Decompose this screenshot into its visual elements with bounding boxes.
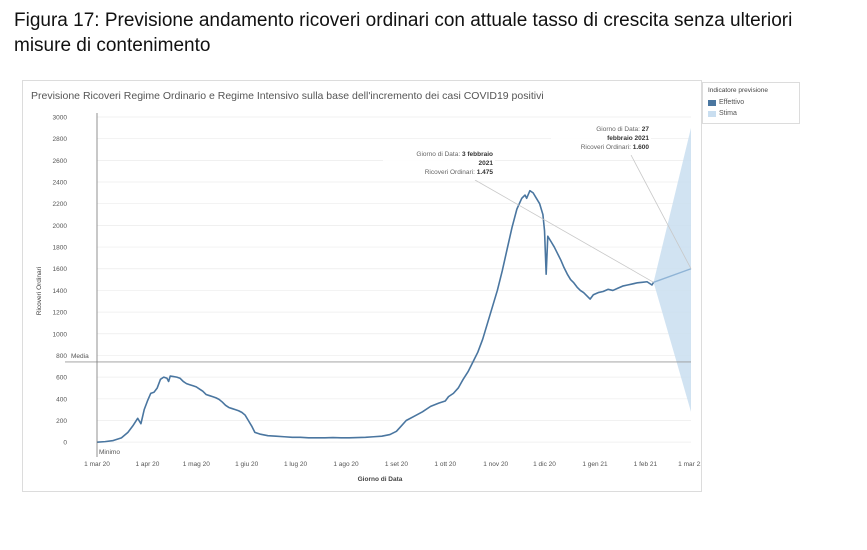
tooltip-line: Giorno di Data: 27 xyxy=(596,126,649,133)
x-axis-label: Giorno di Data xyxy=(358,476,403,483)
min-label: Minimo xyxy=(99,449,120,456)
x-tick-label: 1 mar 20 xyxy=(84,461,110,468)
series-line-stima xyxy=(653,268,692,283)
legend-item-stima[interactable]: Stima xyxy=(708,110,737,117)
y-tick-label: 1800 xyxy=(53,245,68,252)
tooltip-line: febbraio 2021 xyxy=(607,135,649,142)
y-tick-label: 2000 xyxy=(53,223,68,230)
chart-title: Previsione Ricoveri Regime Ordinario e R… xyxy=(31,90,544,102)
x-tick-label: 1 feb 21 xyxy=(634,461,658,468)
y-tick-label: 1400 xyxy=(53,288,68,295)
tooltip-line: Ricoveri Ordinari: 1.475 xyxy=(425,169,494,176)
y-tick-label: 800 xyxy=(56,353,67,360)
x-tick-label: 1 mar 21 xyxy=(678,461,701,468)
y-tick-label: 0 xyxy=(63,440,67,447)
figure-title: Figura 17: Previsione andamento ricoveri… xyxy=(14,10,793,56)
y-tick-label: 2800 xyxy=(53,136,68,143)
legend-item-effettivo[interactable]: Effettivo xyxy=(708,99,744,106)
tooltip-connector xyxy=(474,179,654,283)
x-tick-label: 1 apr 20 xyxy=(136,461,160,468)
tooltip-box xyxy=(551,123,651,155)
legend: Indicatore previsione Effettivo Stima xyxy=(702,82,800,124)
tooltip-line: 2021 xyxy=(479,160,494,167)
reference-lines: Media Minimo xyxy=(65,353,691,456)
y-tick-label: 2400 xyxy=(53,180,68,187)
y-tick-label: 1200 xyxy=(53,310,68,317)
y-tick-label: 2200 xyxy=(53,201,68,208)
tooltips: Giorno di Data: 3 febbraio 2021 Ricoveri O… xyxy=(383,123,692,283)
y-tick-label: 3000 xyxy=(53,115,68,122)
tooltip-box xyxy=(383,148,495,180)
legend-swatch xyxy=(708,99,716,106)
mean-label: Media xyxy=(71,353,89,360)
series-line-effettivo xyxy=(96,189,655,443)
line-chart: Previsione Ricoveri Regime Ordinario e R… xyxy=(31,90,704,483)
x-tick-label: 1 mag 20 xyxy=(183,461,210,468)
y-tick-label: 200 xyxy=(56,418,67,425)
tooltip-line: Ricoveri Ordinari: 1.600 xyxy=(581,144,650,151)
y-tick-label: 2600 xyxy=(53,158,68,165)
chart-container: Previsione Ricoveri Regime Ordinario e R… xyxy=(22,80,704,492)
x-tick-label: 1 ago 20 xyxy=(333,461,359,468)
x-tick-label: 1 nov 20 xyxy=(483,461,508,468)
legend-label: Stima xyxy=(719,110,737,117)
series xyxy=(96,189,692,443)
axis-ticks: 0 200 400 600 800 1000 1200 1400 1600 1800 2000 220… xyxy=(53,113,704,468)
x-tick-label: 1 set 20 xyxy=(385,461,409,468)
legend-label: Effettivo xyxy=(719,99,745,106)
y-tick-label: 1000 xyxy=(53,331,68,338)
y-tick-label: 400 xyxy=(56,396,67,403)
x-tick-label: 1 dic 20 xyxy=(533,461,556,468)
x-tick-label: 1 gen 21 xyxy=(582,461,608,468)
x-tick-label: 1 giu 20 xyxy=(235,461,259,468)
legend-title: Indicatore previsione xyxy=(708,87,768,94)
forecast-band-area xyxy=(653,127,691,412)
tooltip-line: Giorno di Data: 3 febbraio xyxy=(416,151,493,158)
y-tick-label: 1600 xyxy=(53,266,68,273)
forecast-band xyxy=(653,127,691,412)
legend-swatch xyxy=(708,110,716,117)
x-tick-label: 1 lug 20 xyxy=(284,461,308,468)
y-axis-label: Ricoveri Ordinari xyxy=(36,267,43,315)
x-tick-label: 1 ott 20 xyxy=(434,461,456,468)
tooltip-connector xyxy=(630,154,692,269)
y-tick-label: 600 xyxy=(56,375,67,382)
